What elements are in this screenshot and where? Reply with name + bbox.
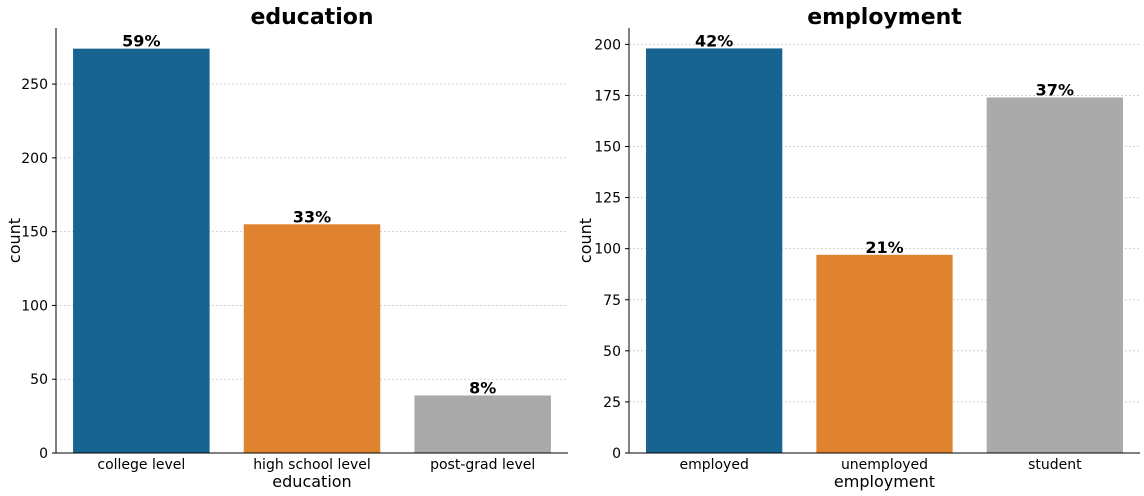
education-data-label: 8% [469, 378, 496, 397]
education-bar-post-grad-level [414, 395, 551, 453]
employment-y-tick-label: 25 [603, 395, 621, 411]
education-y-tick-label: 250 [21, 77, 48, 93]
employment-y-tick-label: 0 [612, 446, 621, 462]
education-bar-college-level [73, 48, 210, 453]
employment-x-axis-label: employment [834, 472, 935, 491]
education-x-axis-label: education [272, 472, 351, 491]
education-y-tick-label: 50 [30, 372, 48, 388]
employment-x-tick-label: employed [679, 457, 748, 473]
employment-y-tick-label: 200 [594, 37, 621, 53]
employment-y-tick-label: 150 [594, 140, 621, 156]
education-x-tick-label: high school level [253, 457, 371, 473]
employment-x-tick-label: student [1028, 457, 1082, 473]
employment-bar-student [986, 97, 1123, 453]
education-y-tick-label: 200 [21, 151, 48, 167]
employment-y-tick-label: 125 [594, 191, 621, 207]
employment-y-tick-label: 175 [594, 88, 621, 104]
employment-y-tick-label: 50 [603, 344, 621, 360]
employment-y-tick-label: 75 [603, 293, 621, 309]
employment-chart-title: employment [807, 5, 962, 30]
education-y-tick-label: 100 [21, 298, 48, 314]
employment-data-label: 21% [865, 238, 903, 257]
education-data-label: 59% [122, 32, 160, 51]
education-bar-high-school-level [243, 224, 381, 453]
education-y-tick-label: 150 [21, 225, 48, 241]
education-chart-title: education [250, 5, 373, 30]
education-x-tick-label: college level [97, 457, 185, 473]
education-y-axis-label: count [5, 218, 24, 263]
employment-data-label: 37% [1036, 80, 1074, 99]
employment-x-tick-label: unemployed [841, 457, 928, 473]
employment-chart-panel: 42% employed 21% unemployed 37% student 0 25 50 7… [576, 5, 1140, 491]
education-chart-panel: 59% college level 33% high school level 8% po… [5, 5, 568, 491]
education-y-tick-label: 0 [39, 446, 48, 462]
employment-y-axis-label: count [576, 218, 595, 263]
employment-bar-employed [646, 48, 783, 454]
employment-y-tick-label: 100 [594, 242, 621, 258]
employment-bar-unemployed [816, 254, 953, 453]
employment-data-label: 42% [695, 31, 733, 50]
education-data-label: 33% [293, 207, 331, 226]
education-x-tick-label: post-grad level [430, 457, 535, 473]
